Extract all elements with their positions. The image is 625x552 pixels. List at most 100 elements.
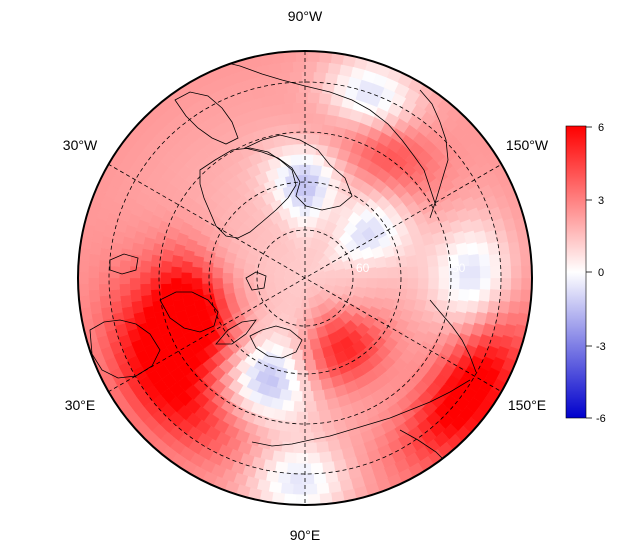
- anomaly-cell: [490, 277, 502, 291]
- anomaly-cell: [417, 277, 430, 290]
- anomaly-cell: [509, 289, 522, 303]
- anomaly-cell: [181, 283, 193, 296]
- anomaly-cell: [497, 300, 511, 315]
- anomaly-cell: [160, 283, 173, 296]
- anomaly-cell: [315, 399, 329, 412]
- anomaly-cell: [304, 442, 318, 454]
- anomaly-cell: [304, 61, 318, 73]
- anomaly-cell: [376, 266, 388, 279]
- anomaly-cell: [426, 288, 439, 302]
- anomaly-cell: [283, 92, 297, 104]
- anomaly-cell: [318, 134, 332, 147]
- anomaly-cell: [313, 112, 327, 125]
- anomaly-cell: [110, 241, 123, 256]
- anomaly-cell: [88, 253, 101, 267]
- longitude-label-lower-right: 150°E: [508, 397, 546, 413]
- anomaly-cell: [386, 277, 399, 290]
- anomaly-cell: [304, 102, 318, 114]
- anomaly-cell: [313, 472, 327, 485]
- anomaly-cell: [283, 51, 297, 63]
- anomaly-cell: [296, 174, 309, 186]
- anomaly-cell: [302, 349, 314, 361]
- svalbard-coast: [245, 271, 267, 291]
- anomaly-cell: [438, 277, 450, 290]
- anomaly-cell: [479, 265, 491, 279]
- anomaly-cell: [296, 328, 308, 341]
- anomaly-cell: [510, 265, 522, 279]
- anomaly-cell: [327, 481, 342, 494]
- north-america-coast: [214, 59, 437, 207]
- anomaly-cell: [171, 288, 184, 302]
- latitude-circle-50: [108, 81, 502, 475]
- anomaly-cell: [306, 328, 319, 341]
- anomaly-cell: [78, 271, 89, 285]
- anomaly-cell: [284, 133, 298, 146]
- anomaly-cell: [307, 174, 320, 187]
- anomaly-cell: [292, 102, 306, 114]
- anomaly-cell: [476, 300, 490, 315]
- anomaly-cell: [181, 260, 193, 273]
- greenland-coast: [199, 147, 297, 239]
- anomaly-cell: [469, 265, 481, 279]
- anomaly-cell: [459, 277, 471, 291]
- anomaly-cell: [287, 123, 300, 135]
- anomaly-cell: [289, 112, 303, 125]
- anomaly-cell: [292, 483, 306, 495]
- anomaly-cell: [222, 282, 235, 295]
- anomaly-cell: [296, 370, 309, 382]
- anomaly-cell: [119, 259, 131, 273]
- canadian-archipelago-coast: [243, 134, 353, 211]
- anomaly-cell: [321, 419, 335, 432]
- anomaly-cell: [310, 164, 323, 177]
- anomaly-cell: [318, 409, 332, 422]
- anomaly-cell: [99, 295, 112, 309]
- anomaly-cell: [232, 267, 244, 279]
- anomaly-cell: [376, 277, 388, 290]
- anomaly-cell: [487, 241, 500, 256]
- anomaly-cell: [281, 144, 295, 157]
- anomaly-cell: [201, 260, 214, 274]
- longitude-label-upper-right: 150°W: [506, 137, 549, 153]
- anomaly-cell: [324, 72, 339, 85]
- anomaly-cell: [170, 277, 182, 290]
- anomaly-cell: [286, 462, 300, 475]
- anomaly-cell: [316, 102, 330, 115]
- anomaly-cell: [500, 265, 512, 279]
- anomaly-cell: [508, 300, 521, 315]
- anomaly-cell: [274, 461, 289, 474]
- anomaly-cell: [278, 113, 292, 126]
- anomaly-cell: [201, 272, 213, 284]
- anomaly-cell: [292, 61, 306, 73]
- anomaly-cell: [316, 482, 330, 495]
- anomaly-cell: [310, 379, 323, 392]
- anomaly-cell: [437, 254, 450, 268]
- europe-coast: [89, 319, 161, 379]
- anomaly-cell: [290, 154, 303, 166]
- anomaly-cell: [310, 462, 324, 475]
- anomaly-cell: [253, 277, 265, 289]
- anomaly-cell: [108, 277, 120, 291]
- anomaly-cell: [489, 253, 501, 267]
- anomaly-cell: [386, 266, 399, 279]
- anomaly-cell: [271, 93, 286, 106]
- anomaly-cell: [295, 452, 309, 464]
- anomaly-cell: [211, 266, 224, 279]
- anomaly-cell: [271, 450, 286, 463]
- colorbar-tick-label: 6: [598, 122, 604, 134]
- anomaly-cell: [510, 277, 522, 291]
- anomaly-cell: [222, 272, 234, 284]
- anomaly-cell: [301, 391, 314, 402]
- anomaly-cell: [304, 401, 317, 413]
- anomaly-cell: [280, 482, 294, 495]
- anomaly-cell: [201, 282, 214, 296]
- anomaly-cell: [288, 205, 301, 218]
- anomaly-cell: [307, 51, 321, 63]
- latitude-circle-80: [256, 229, 354, 327]
- anomaly-cell: [160, 271, 172, 285]
- anomaly-cell: [428, 266, 440, 279]
- anomaly-cell: [283, 493, 297, 505]
- anomaly-cell: [140, 294, 153, 308]
- anomaly-cell: [98, 283, 110, 297]
- anomaly-cell: [301, 71, 315, 83]
- anomaly-cell: [139, 259, 152, 273]
